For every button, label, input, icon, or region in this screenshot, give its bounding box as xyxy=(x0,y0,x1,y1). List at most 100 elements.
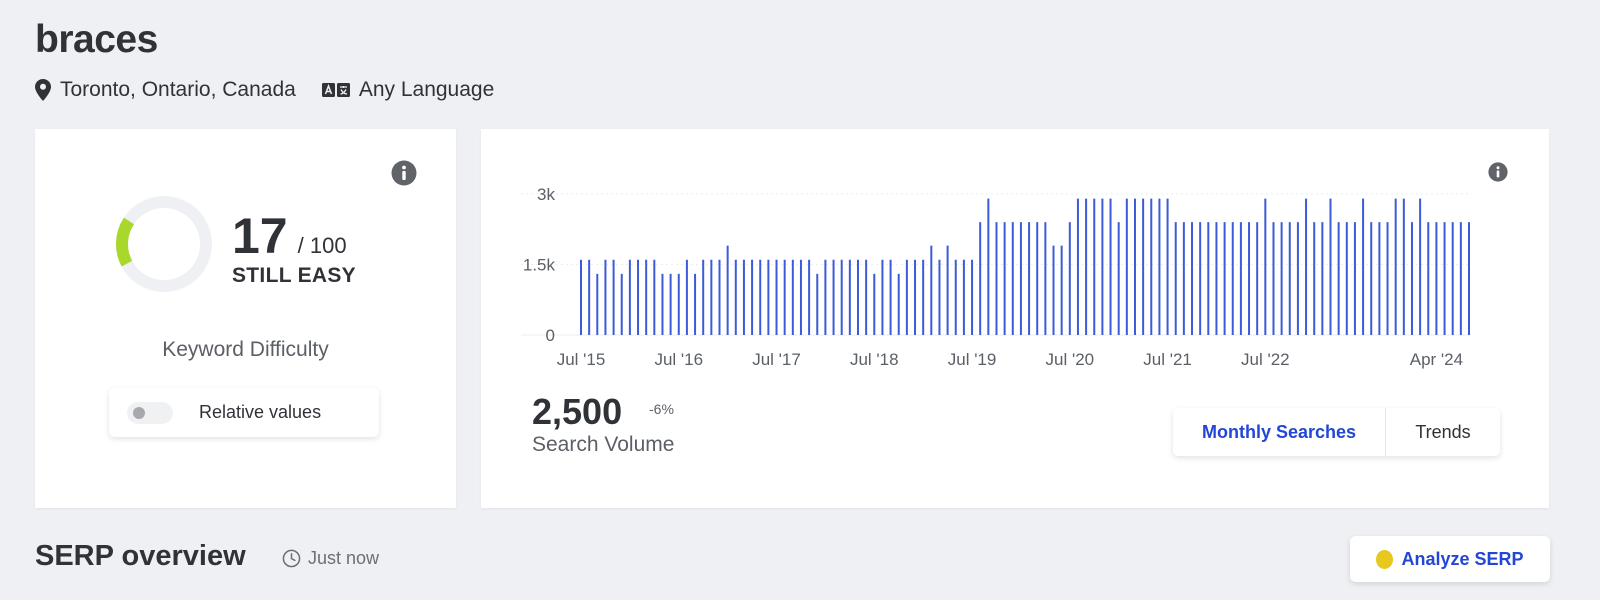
volume-bar[interactable] xyxy=(596,273,599,335)
volume-bar[interactable] xyxy=(1231,222,1234,335)
volume-bar[interactable] xyxy=(783,259,786,335)
volume-bar[interactable] xyxy=(628,259,631,335)
volume-bar[interactable] xyxy=(914,259,917,335)
volume-bar[interactable] xyxy=(1191,222,1194,335)
volume-bar[interactable] xyxy=(1264,198,1267,335)
volume-bar[interactable] xyxy=(938,259,941,335)
volume-bar[interactable] xyxy=(1443,222,1446,335)
volume-bar[interactable] xyxy=(694,273,697,335)
location-filter[interactable]: Toronto, Ontario, Canada xyxy=(35,78,296,102)
volume-bar[interactable] xyxy=(653,259,656,335)
volume-bar[interactable] xyxy=(791,259,794,335)
volume-bar[interactable] xyxy=(1272,222,1275,335)
volume-bar[interactable] xyxy=(1182,222,1185,335)
volume-bar[interactable] xyxy=(620,273,623,335)
volume-bar[interactable] xyxy=(1313,222,1316,335)
volume-bar[interactable] xyxy=(1410,222,1413,335)
volume-bar[interactable] xyxy=(1036,222,1039,335)
volume-bar[interactable] xyxy=(1378,222,1381,335)
tab-monthly-searches[interactable]: Monthly Searches xyxy=(1173,408,1386,456)
volume-bar[interactable] xyxy=(1101,198,1104,335)
volume-bar[interactable] xyxy=(604,259,607,335)
volume-bar[interactable] xyxy=(946,245,949,335)
volume-bar[interactable] xyxy=(799,259,802,335)
volume-bar[interactable] xyxy=(1459,222,1462,335)
volume-bar[interactable] xyxy=(1044,222,1047,335)
volume-bar[interactable] xyxy=(1329,198,1332,335)
volume-bar[interactable] xyxy=(979,222,982,335)
volume-bar[interactable] xyxy=(987,198,990,335)
volume-bar[interactable] xyxy=(661,273,664,335)
volume-bar[interactable] xyxy=(1386,222,1389,335)
volume-bar[interactable] xyxy=(1093,198,1096,335)
volume-bar[interactable] xyxy=(1427,222,1430,335)
volume-bar[interactable] xyxy=(840,259,843,335)
volume-bar[interactable] xyxy=(1451,222,1454,335)
volume-bar[interactable] xyxy=(1280,222,1283,335)
volume-bar[interactable] xyxy=(816,273,819,335)
volume-bar[interactable] xyxy=(808,259,811,335)
volume-bar[interactable] xyxy=(1133,198,1136,335)
volume-bar[interactable] xyxy=(1402,198,1405,335)
volume-bar[interactable] xyxy=(824,259,827,335)
volume-bar[interactable] xyxy=(1150,198,1153,335)
volume-bar[interactable] xyxy=(1060,245,1063,335)
volume-bar[interactable] xyxy=(1166,198,1169,335)
volume-bar[interactable] xyxy=(995,222,998,335)
volume-bar[interactable] xyxy=(726,245,729,335)
volume-bar[interactable] xyxy=(1239,222,1242,335)
volume-bar[interactable] xyxy=(1125,198,1128,335)
volume-bar[interactable] xyxy=(1011,222,1014,335)
volume-bar[interactable] xyxy=(1174,222,1177,335)
volume-bar[interactable] xyxy=(962,259,965,335)
volume-bar[interactable] xyxy=(832,259,835,335)
volume-bar[interactable] xyxy=(1345,222,1348,335)
volume-bar[interactable] xyxy=(645,259,648,335)
volume-bar[interactable] xyxy=(759,259,762,335)
volume-bar[interactable] xyxy=(930,245,933,335)
volume-bar[interactable] xyxy=(1362,198,1365,335)
relative-values-toggle[interactable]: Relative values xyxy=(109,388,379,437)
analyze-serp-button[interactable]: Analyze SERP xyxy=(1350,536,1550,582)
volume-bar[interactable] xyxy=(677,273,680,335)
volume-bar[interactable] xyxy=(1076,198,1079,335)
volume-bar[interactable] xyxy=(1207,222,1210,335)
volume-bar[interactable] xyxy=(1109,198,1112,335)
volume-bar[interactable] xyxy=(1353,222,1356,335)
volume-bar[interactable] xyxy=(710,259,713,335)
volume-bar[interactable] xyxy=(612,259,615,335)
volume-bar[interactable] xyxy=(1337,222,1340,335)
volume-bar[interactable] xyxy=(1117,222,1120,335)
volume-bar[interactable] xyxy=(1305,198,1308,335)
volume-bar[interactable] xyxy=(580,259,582,335)
volume-bar[interactable] xyxy=(1223,222,1226,335)
volume-bar[interactable] xyxy=(1248,222,1251,335)
volume-bar[interactable] xyxy=(1435,222,1438,335)
volume-bar[interactable] xyxy=(718,259,721,335)
volume-bar[interactable] xyxy=(1028,222,1031,335)
volume-bar[interactable] xyxy=(1296,222,1299,335)
volume-bar[interactable] xyxy=(734,259,737,335)
volume-bar[interactable] xyxy=(905,259,908,335)
volume-bar[interactable] xyxy=(1394,198,1397,335)
volume-bar[interactable] xyxy=(1019,222,1022,335)
volume-bar[interactable] xyxy=(1321,222,1324,335)
volume-bar[interactable] xyxy=(1068,222,1071,335)
volume-bar[interactable] xyxy=(865,259,868,335)
volume-bar[interactable] xyxy=(685,259,688,335)
info-icon[interactable] xyxy=(391,160,417,186)
volume-bar[interactable] xyxy=(1215,222,1218,335)
volume-bar[interactable] xyxy=(922,259,925,335)
volume-bar[interactable] xyxy=(873,273,876,335)
volume-bar[interactable] xyxy=(1256,222,1259,335)
volume-bar[interactable] xyxy=(1158,198,1161,335)
volume-bar[interactable] xyxy=(775,259,778,335)
volume-bar[interactable] xyxy=(1003,222,1006,335)
volume-bar[interactable] xyxy=(856,259,859,335)
volume-bar[interactable] xyxy=(637,259,640,335)
volume-bar[interactable] xyxy=(588,259,591,335)
volume-bar[interactable] xyxy=(889,259,892,335)
volume-bar[interactable] xyxy=(742,259,745,335)
volume-bar[interactable] xyxy=(881,259,884,335)
language-filter[interactable]: Any Language xyxy=(321,78,494,102)
